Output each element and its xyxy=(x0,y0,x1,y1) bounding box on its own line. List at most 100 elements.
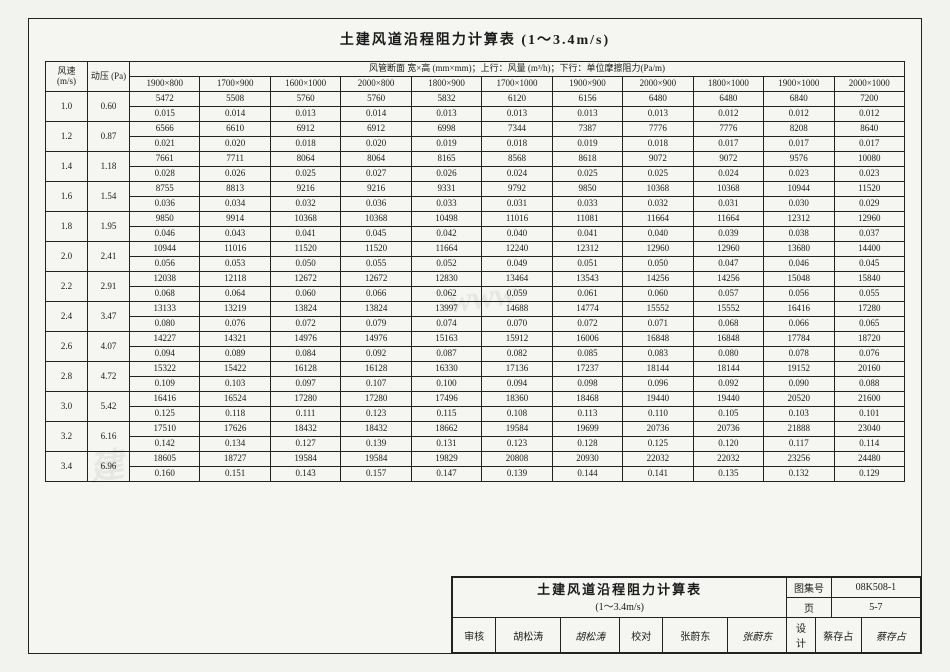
cell-flow: 10368 xyxy=(693,182,763,197)
cell-friction: 0.127 xyxy=(270,437,340,452)
cell-flow: 7711 xyxy=(200,152,270,167)
cell-flow: 12312 xyxy=(764,212,834,227)
cell-friction: 0.030 xyxy=(764,197,834,212)
cell-press: 1.18 xyxy=(88,152,130,182)
col-header-dim: 1900×800 xyxy=(130,77,200,92)
cell-flow: 16524 xyxy=(200,392,270,407)
review-label: 审核 xyxy=(453,618,496,653)
cell-flow: 16128 xyxy=(270,362,340,377)
cell-flow: 10944 xyxy=(764,182,834,197)
cell-flow: 6480 xyxy=(693,92,763,107)
cell-flow: 21888 xyxy=(764,422,834,437)
cell-flow: 19152 xyxy=(764,362,834,377)
cell-friction: 0.092 xyxy=(341,347,411,362)
cell-friction: 0.101 xyxy=(834,407,904,422)
cell-friction: 0.109 xyxy=(130,377,200,392)
cell-friction: 0.139 xyxy=(341,437,411,452)
cell-flow: 14976 xyxy=(270,332,340,347)
cell-flow: 19440 xyxy=(623,392,693,407)
cell-flow: 19699 xyxy=(552,422,622,437)
col-header-dim: 2000×1000 xyxy=(834,77,904,92)
cell-friction: 0.132 xyxy=(764,467,834,482)
cell-friction: 0.041 xyxy=(552,227,622,242)
code-label: 图集号 xyxy=(787,578,832,598)
cell-flow: 19584 xyxy=(341,452,411,467)
cell-flow: 16416 xyxy=(130,392,200,407)
cell-friction: 0.082 xyxy=(482,347,552,362)
cell-flow: 9850 xyxy=(130,212,200,227)
col-header-dim: 1800×900 xyxy=(411,77,481,92)
cell-flow: 22032 xyxy=(693,452,763,467)
cell-flow: 10368 xyxy=(623,182,693,197)
cell-friction: 0.142 xyxy=(130,437,200,452)
cell-friction: 0.068 xyxy=(130,287,200,302)
cell-friction: 0.120 xyxy=(693,437,763,452)
cell-flow: 15552 xyxy=(623,302,693,317)
cell-flow: 5832 xyxy=(411,92,481,107)
cell-speed: 2.2 xyxy=(46,272,88,302)
cell-friction: 0.151 xyxy=(200,467,270,482)
col-header-dim: 1900×1000 xyxy=(764,77,834,92)
cell-flow: 21600 xyxy=(834,392,904,407)
cell-press: 5.42 xyxy=(88,392,130,422)
cell-friction: 0.018 xyxy=(623,137,693,152)
cell-flow: 9216 xyxy=(270,182,340,197)
design-sig: 蔡存占 xyxy=(861,618,920,652)
check-sig: 张蔚东 xyxy=(728,618,787,653)
cell-friction: 0.050 xyxy=(270,257,340,272)
cell-friction: 0.157 xyxy=(341,467,411,482)
cell-flow: 15163 xyxy=(411,332,481,347)
cell-flow: 7387 xyxy=(552,122,622,137)
col-header-dim: 1600×1000 xyxy=(270,77,340,92)
cell-flow: 20808 xyxy=(482,452,552,467)
review-name: 胡松涛 xyxy=(496,618,561,653)
cell-flow: 13133 xyxy=(130,302,200,317)
cell-flow: 9850 xyxy=(552,182,622,197)
cell-flow: 20930 xyxy=(552,452,622,467)
cell-friction: 0.034 xyxy=(200,197,270,212)
cell-flow: 11081 xyxy=(552,212,622,227)
cell-flow: 12672 xyxy=(341,272,411,287)
cell-flow: 11664 xyxy=(411,242,481,257)
cell-flow: 18144 xyxy=(623,362,693,377)
cell-friction: 0.089 xyxy=(200,347,270,362)
cell-flow: 23256 xyxy=(764,452,834,467)
col-header-dim: 1800×1000 xyxy=(693,77,763,92)
cell-flow: 17280 xyxy=(341,392,411,407)
cell-flow: 17496 xyxy=(411,392,481,407)
cell-friction: 0.090 xyxy=(764,377,834,392)
cell-flow: 6840 xyxy=(764,92,834,107)
cell-flow: 5760 xyxy=(270,92,340,107)
cell-flow: 8165 xyxy=(411,152,481,167)
cell-friction: 0.017 xyxy=(834,137,904,152)
cell-friction: 0.068 xyxy=(693,317,763,332)
cell-friction: 0.043 xyxy=(200,227,270,242)
cell-friction: 0.110 xyxy=(623,407,693,422)
cell-friction: 0.038 xyxy=(764,227,834,242)
cell-flow: 20736 xyxy=(623,422,693,437)
check-label: 校对 xyxy=(620,618,663,653)
cell-friction: 0.012 xyxy=(764,107,834,122)
cell-speed: 3.4 xyxy=(46,452,88,482)
cell-flow: 9216 xyxy=(341,182,411,197)
cell-flow: 5508 xyxy=(200,92,270,107)
cell-friction: 0.046 xyxy=(764,257,834,272)
cell-speed: 2.6 xyxy=(46,332,88,362)
cell-friction: 0.050 xyxy=(623,257,693,272)
cell-flow: 17510 xyxy=(130,422,200,437)
cell-friction: 0.084 xyxy=(270,347,340,362)
cell-flow: 13680 xyxy=(764,242,834,257)
cell-friction: 0.123 xyxy=(341,407,411,422)
cell-flow: 16848 xyxy=(623,332,693,347)
review-sig: 胡松涛 xyxy=(561,618,620,653)
col-header-dim: 1700×900 xyxy=(200,77,270,92)
cell-friction: 0.039 xyxy=(693,227,763,242)
cell-flow: 15552 xyxy=(693,302,763,317)
cell-friction: 0.026 xyxy=(411,167,481,182)
cell-friction: 0.097 xyxy=(270,377,340,392)
cell-flow: 14976 xyxy=(341,332,411,347)
cell-flow: 20736 xyxy=(693,422,763,437)
cell-flow: 10368 xyxy=(341,212,411,227)
code-value: 08K508-1 xyxy=(831,578,920,598)
cell-speed: 1.8 xyxy=(46,212,88,242)
